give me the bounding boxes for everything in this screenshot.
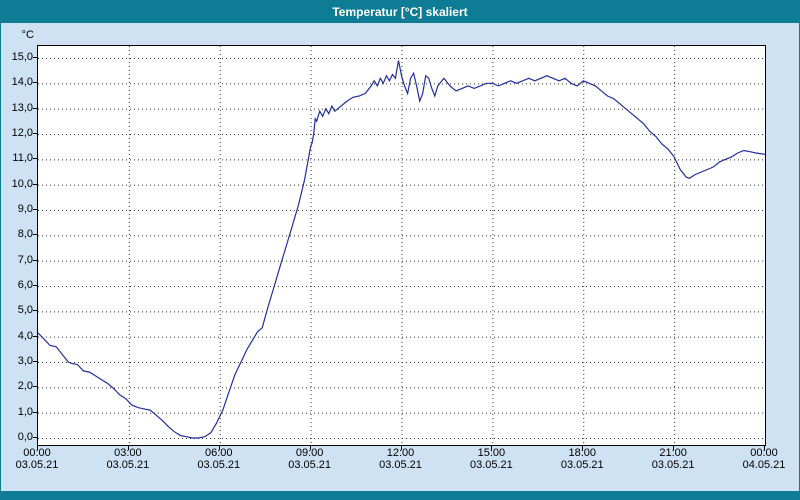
x-axis-date-label: 03.05.21	[379, 459, 422, 471]
x-axis-time-label: 06:00	[204, 447, 233, 459]
y-axis-unit-label: °C	[21, 29, 34, 41]
y-axis-tick	[33, 411, 37, 413]
y-axis-tick	[33, 285, 37, 286]
x-axis-tick-label: 00:00 04.05.21	[730, 447, 798, 471]
x-axis-tick	[37, 446, 38, 450]
y-axis-tick-label: 14,0	[11, 76, 33, 89]
y-axis-tick-label: 3,0	[17, 355, 33, 367]
y-axis-tick	[33, 259, 37, 261]
y-axis-tick	[33, 335, 37, 337]
y-axis-tick	[33, 57, 37, 58]
x-axis-tick-label: 12:00 03.05.21	[367, 447, 435, 471]
x-axis-tick	[673, 446, 675, 450]
x-axis-date-label: 03.05.21	[106, 459, 150, 471]
y-axis-tick-label: 2,0	[17, 380, 33, 393]
y-axis-tick-label: 9,0	[17, 203, 33, 215]
x-axis-tick	[218, 446, 220, 450]
y-axis-tick	[33, 107, 37, 109]
x-axis-date-label: 04.05.21	[742, 459, 786, 471]
y-axis-tick-label: 10,0	[11, 177, 33, 190]
x-axis-tick-label: 21:00 03.05.21	[639, 447, 707, 471]
x-axis-time-label: 03:00	[114, 447, 142, 459]
y-axis-tick	[33, 82, 37, 84]
y-axis-tick-label: 13,0	[11, 101, 33, 114]
x-axis-tick	[582, 446, 584, 450]
y-axis-tick	[33, 234, 37, 236]
window-title-bar: Temperatur [°C] skaliert	[1, 1, 799, 23]
x-axis-date-label: 03.05.21	[197, 459, 241, 471]
x-axis-tick	[400, 446, 402, 450]
bottom-bar	[1, 491, 799, 499]
y-axis-tick-label: 8,0	[17, 228, 33, 241]
y-axis-tick-label: 4,0	[17, 329, 33, 342]
x-axis-tick	[127, 446, 129, 450]
y-axis-tick-label: 6,0	[17, 279, 33, 291]
x-axis-date-label: 03.05.21	[560, 459, 604, 471]
x-axis-tick	[491, 446, 493, 450]
y-axis-tick-label: 5,0	[17, 304, 33, 317]
y-axis-tick	[33, 158, 37, 160]
x-axis-time-label: 12:00	[386, 447, 415, 459]
x-axis-time-label: 18:00	[568, 447, 597, 459]
x-axis-date-label: 03.05.21	[651, 459, 695, 471]
x-axis-tick-label: 03:00 03.05.21	[94, 447, 162, 471]
x-axis-date-label: 03.05.21	[288, 459, 332, 471]
plot-area	[37, 45, 766, 446]
x-axis-time-label: 00:00	[23, 447, 51, 459]
y-axis-tick	[33, 386, 37, 388]
y-axis-tick	[33, 437, 37, 438]
temperature-series-line	[38, 60, 765, 439]
window-title: Temperatur [°C] skaliert	[332, 5, 468, 19]
x-axis-tick-label: 00:00 03.05.21	[3, 447, 71, 471]
x-axis-time-label: 21:00	[659, 447, 687, 459]
y-axis-tick	[33, 133, 37, 134]
y-axis-tick	[33, 310, 37, 312]
x-axis-time-label: 15:00	[477, 447, 506, 459]
temperature-line-chart	[38, 46, 765, 445]
y-axis-tick	[33, 361, 37, 362]
x-axis-tick-label: 18:00 03.05.21	[548, 447, 616, 471]
x-axis-date-label: 03.05.21	[469, 459, 513, 471]
y-axis-tick-label: 11,0	[12, 152, 33, 165]
x-axis-tick-label: 09:00 03.05.21	[276, 447, 344, 471]
x-axis-time-label: 00:00	[750, 447, 778, 459]
y-axis-tick-label: 15,0	[11, 51, 33, 63]
y-axis-tick-label: 1,0	[17, 405, 33, 418]
x-axis-tick-label: 15:00 03.05.21	[457, 447, 525, 471]
x-axis-tick	[309, 446, 311, 450]
y-axis-tick-label: 7,0	[17, 253, 33, 266]
y-axis-tick	[33, 183, 37, 185]
x-axis-tick	[764, 446, 765, 450]
x-axis-tick-label: 06:00 03.05.21	[185, 447, 253, 471]
y-axis-tick	[33, 209, 37, 210]
x-axis-date-label: 03.05.21	[15, 459, 59, 471]
y-axis-tick-label: 12,0	[11, 127, 33, 139]
x-axis-time-label: 09:00	[295, 447, 324, 459]
y-axis-tick-label: 0,0	[17, 431, 33, 443]
